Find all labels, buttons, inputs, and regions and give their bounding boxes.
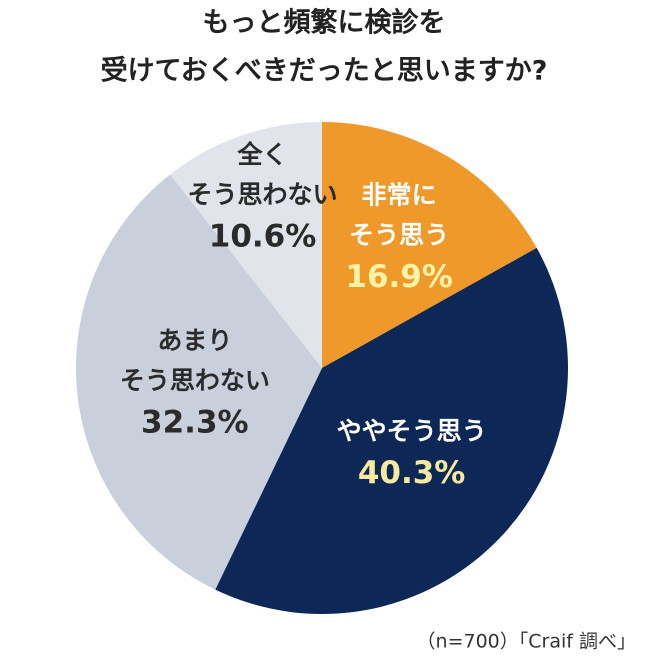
value-label: 32.3% [141,404,249,440]
value-label: 10.6% [209,218,317,254]
chart-title: 受けておくべきだったと思いますか? [101,55,548,87]
slice-label: 非常に [362,180,437,209]
pie-slice [170,122,322,368]
pie-slice [322,122,537,368]
pie-slice [215,247,569,615]
slice-label: 全く [237,140,288,169]
slice-label: あまり [157,326,232,355]
slice-label: そう思う [349,220,449,249]
slice-label: そう思わない [188,180,338,209]
slice-label: そう思わない [120,366,270,395]
source-note: （n=700）「Craif 調べ」 [417,631,636,653]
chart-title: もっと頻繁に検診を [203,7,446,39]
value-label: 40.3% [358,455,466,491]
value-label: 16.9% [345,259,453,295]
slice-label: ややそう思う [337,416,487,445]
pie-slice [76,174,322,590]
